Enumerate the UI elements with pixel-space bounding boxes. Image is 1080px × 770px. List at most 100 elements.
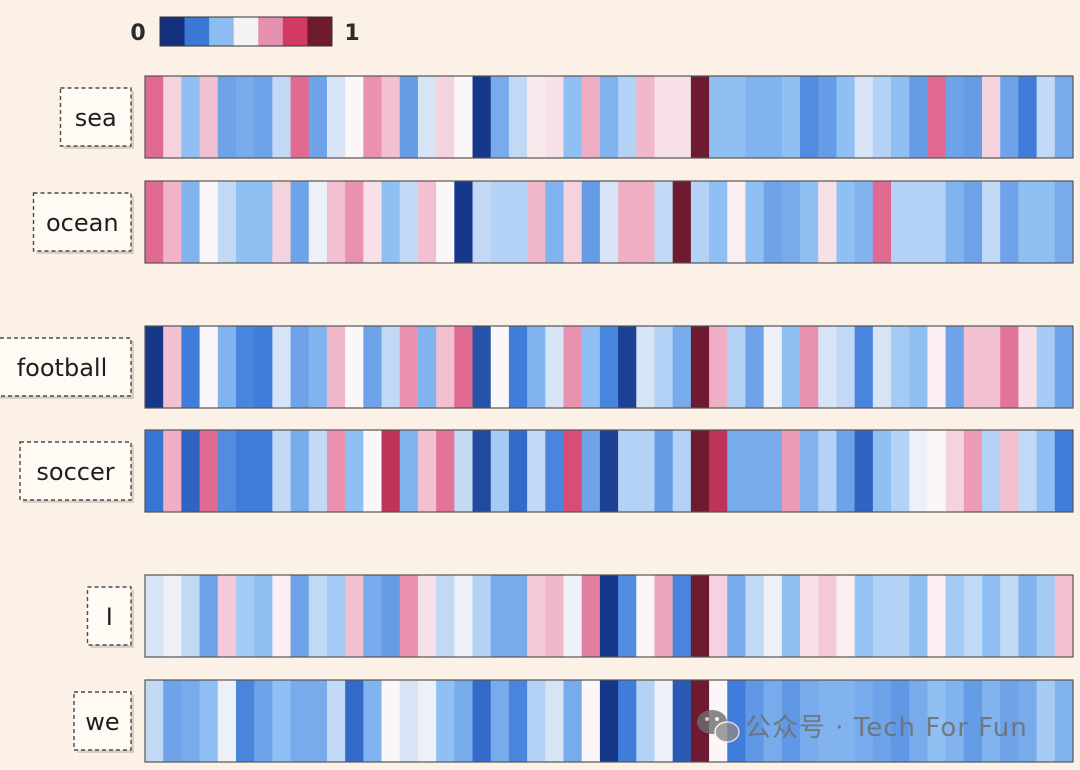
heatmap-cell [599, 76, 619, 158]
heatmap-cell [254, 181, 273, 263]
heatmap-cell [672, 680, 692, 762]
heatmap-cell [163, 430, 182, 512]
heatmap-cell [217, 76, 237, 158]
heatmap-cell [945, 76, 965, 158]
heatmap-cell [963, 575, 983, 657]
heatmap-cell [254, 76, 273, 158]
heatmap-cell [417, 181, 437, 263]
heatmap-cell [891, 181, 910, 263]
heatmap-cell [381, 326, 401, 408]
heatmap-cell [891, 430, 910, 512]
heatmap-cell [854, 76, 874, 158]
heatmap-cell [181, 575, 201, 657]
heatmap-cell [618, 575, 637, 657]
heatmap-cell [927, 326, 947, 408]
heatmap-cell [527, 430, 546, 512]
heatmap-cell [399, 575, 419, 657]
word-label: sea [75, 104, 117, 132]
heatmap-cell [581, 326, 601, 408]
heatmap-cell [163, 326, 182, 408]
heatmap-cell [763, 76, 783, 158]
heatmap-cell [1036, 575, 1056, 657]
heatmap-cell [472, 575, 492, 657]
watermark-text: 公众号 · Tech For Fun [745, 713, 1028, 743]
heatmap-cell [163, 575, 182, 657]
colorbar-swatch [233, 17, 259, 46]
heatmap-cell [763, 430, 783, 512]
heatmap-cell [490, 575, 510, 657]
heatmap-cell [654, 181, 674, 263]
heatmap-cell [654, 575, 674, 657]
heatmap-cell [927, 575, 947, 657]
heatmap-cell [727, 181, 746, 263]
heatmap-cell [290, 326, 310, 408]
heatmap-cell [1000, 680, 1019, 762]
heatmap-cell [472, 181, 492, 263]
heatmap-cell [363, 680, 383, 762]
heatmap-cell [545, 430, 565, 512]
colorbar-swatch [160, 17, 185, 46]
heatmap-cell [1000, 76, 1019, 158]
word-label-box [86, 586, 132, 646]
heatmap-cell [618, 430, 637, 512]
heatmap-row-border [144, 180, 1074, 264]
heatmap-cell [709, 326, 728, 408]
heatmap-cell [417, 76, 437, 158]
heatmap-cell [909, 680, 928, 762]
heatmap-cell [399, 76, 419, 158]
heatmap-cell [417, 326, 437, 408]
heatmap-cell [381, 76, 401, 158]
heatmap-cell [672, 181, 692, 263]
heatmap-cell [454, 326, 474, 408]
heatmap-cell [1000, 430, 1019, 512]
heatmap-cell [745, 680, 765, 762]
heatmap-cell [399, 181, 419, 263]
heatmap-cell [636, 430, 655, 512]
heatmap-row-football: football [0, 325, 1074, 409]
heatmap-cell [399, 430, 419, 512]
heatmap-cell [308, 326, 328, 408]
heatmap-cell [436, 76, 455, 158]
heatmap-cell [1054, 76, 1074, 158]
heatmap-cell [781, 326, 801, 408]
heatmap-cell [254, 430, 273, 512]
heatmap-cell [454, 575, 474, 657]
heatmap-cell [854, 181, 874, 263]
heatmap-cell [800, 430, 819, 512]
heatmap-cell [527, 76, 546, 158]
heatmap-cell [854, 575, 874, 657]
heatmap-cell [709, 430, 728, 512]
heatmap-cell [163, 680, 182, 762]
heatmap-cell [709, 181, 728, 263]
heatmap-cell [599, 326, 619, 408]
heatmap-cell [982, 575, 1001, 657]
heatmap-cell [599, 575, 619, 657]
word-label-box [32, 192, 132, 252]
heatmap-cell [599, 680, 619, 762]
heatmap-cell [818, 680, 837, 762]
heatmap-cell [1054, 326, 1074, 408]
watermark: 公众号 · Tech For Fun [697, 710, 1028, 743]
heatmap-cell [235, 181, 255, 263]
heatmap-cell [563, 76, 583, 158]
heatmap-cell [326, 430, 346, 512]
heatmap-cell [363, 326, 383, 408]
heatmap-cell [963, 430, 983, 512]
heatmap-cell [145, 430, 164, 512]
heatmap-cell [181, 326, 201, 408]
word-label-box [19, 441, 132, 501]
heatmap-cell [181, 430, 201, 512]
heatmap-cell [781, 430, 801, 512]
heatmap-cell [763, 181, 783, 263]
heatmap-cell [527, 326, 546, 408]
heatmap-cell [363, 76, 383, 158]
heatmap-cell [490, 430, 510, 512]
heatmap-cell [399, 680, 419, 762]
heatmap-cell [982, 76, 1001, 158]
heatmap-cell [381, 430, 401, 512]
heatmap-cell [345, 326, 364, 408]
heatmap-cell [436, 181, 455, 263]
heatmap-cell [781, 680, 801, 762]
heatmap-cell [854, 326, 874, 408]
